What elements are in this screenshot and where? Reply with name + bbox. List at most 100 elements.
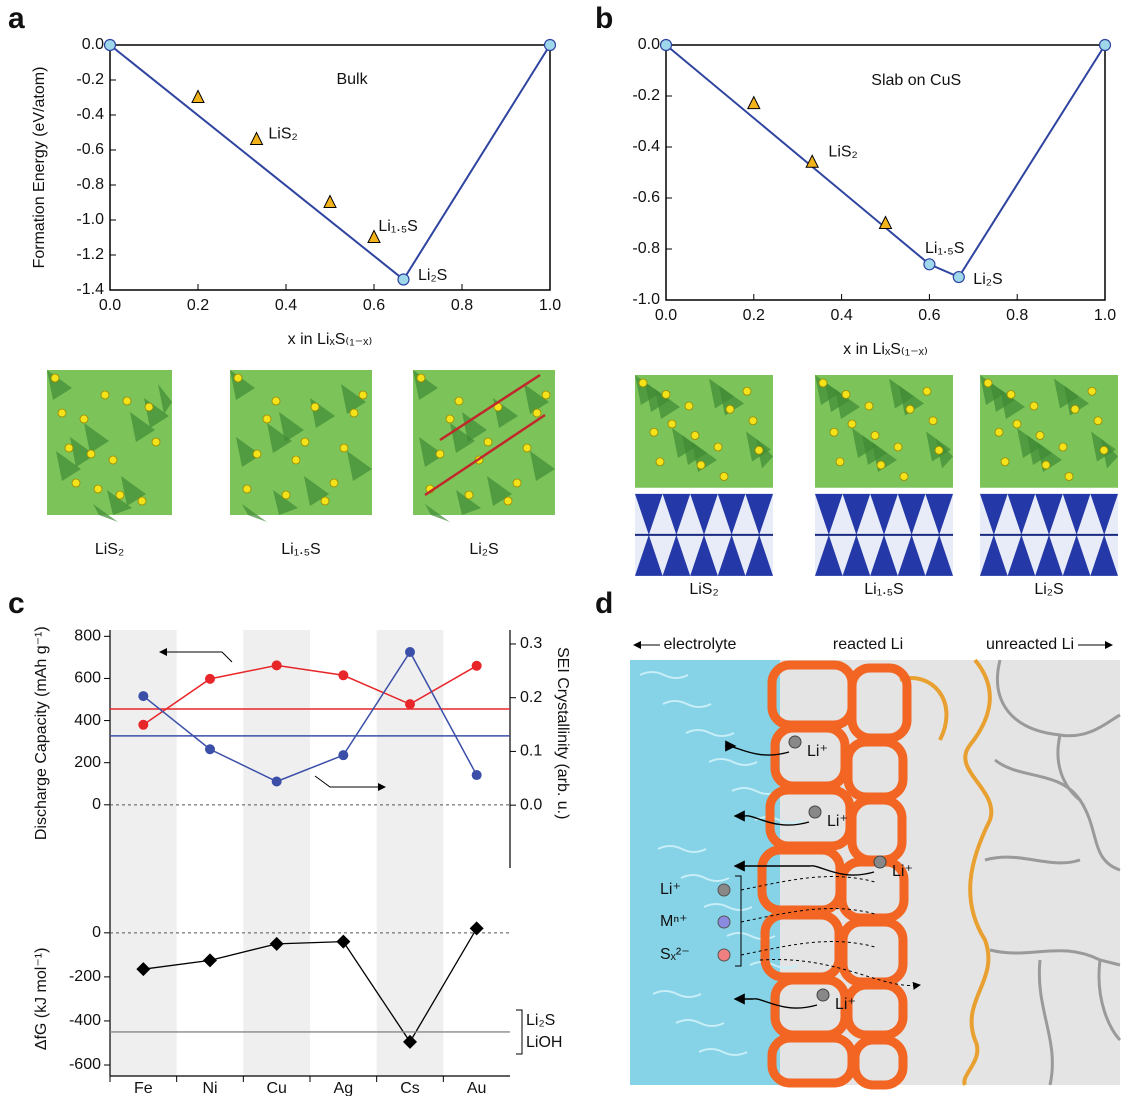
structure-atom <box>754 445 764 455</box>
x-tick-label: 0.6 <box>918 307 940 324</box>
structure-atom <box>905 404 915 414</box>
substrate-facet <box>842 534 871 576</box>
ion <box>788 735 802 749</box>
structure-facet <box>158 384 172 414</box>
x-axis-label: x in LiₓS₍₁₋ₓ₎ <box>843 341 928 358</box>
species-label: Sₓ²⁻ <box>660 946 690 963</box>
x-tick-label: 0.0 <box>99 297 121 314</box>
annotation-arrow <box>159 648 233 663</box>
substrate-facet <box>980 493 1008 535</box>
category-shade <box>110 630 177 1076</box>
header: unreacted Li <box>986 636 1074 653</box>
structure-atom <box>983 378 993 388</box>
panel-label: b <box>595 2 613 35</box>
structure-atom <box>233 373 243 383</box>
y-tick-label: -1.4 <box>76 281 104 298</box>
x-tick-label: 0.4 <box>830 307 852 324</box>
substrate-facet <box>745 493 773 535</box>
water-ripple <box>680 874 730 882</box>
structure-atom <box>115 490 125 500</box>
structure-facet <box>236 437 261 467</box>
grain-boundary <box>984 855 1081 865</box>
structure-atom <box>329 478 339 488</box>
ion-label: Li⁺ <box>892 863 913 880</box>
substrate-facet <box>690 493 718 535</box>
reference-label: Li₂S <box>526 1012 555 1029</box>
structure-facet <box>524 384 549 414</box>
structure-atom <box>512 478 522 488</box>
substrate-facet <box>662 534 691 576</box>
structure-atom <box>667 419 677 429</box>
y2-tick-label: 0.3 <box>520 635 542 652</box>
species-ion <box>717 915 731 929</box>
substrate-facet <box>1035 493 1063 535</box>
structure-facet <box>899 385 924 416</box>
ion-label: Li⁺ <box>827 813 848 830</box>
substrate-facet <box>717 493 746 535</box>
structure-atom <box>1093 416 1103 426</box>
series-line <box>142 664 478 726</box>
y-tick-label: -1.0 <box>632 291 660 308</box>
structure-atom <box>719 472 729 481</box>
substrate-facet <box>925 534 953 576</box>
water-ripple <box>657 845 707 853</box>
water-ripple <box>698 1048 748 1056</box>
y-axis-label: ΔfG (kJ mol⁻¹) <box>33 948 50 1051</box>
structure-caption: LiS₂ <box>689 581 718 598</box>
substrate-facet <box>870 493 898 535</box>
triangle-marker <box>367 229 381 243</box>
structure-facet <box>121 476 146 506</box>
substrate-facet <box>1090 534 1118 576</box>
water-ripple <box>749 961 799 969</box>
structure-atom <box>445 414 455 424</box>
structure-atom <box>50 373 60 383</box>
annotation: Li₂S <box>973 271 1002 288</box>
y-tick-label: -0.4 <box>76 106 104 123</box>
x-tick-label: 0.2 <box>743 307 765 324</box>
structure-facet <box>107 490 132 515</box>
structure-atom <box>876 460 886 470</box>
hull-point <box>543 38 557 52</box>
structure-atom <box>281 490 291 500</box>
y-tick-label: -0.6 <box>632 189 660 206</box>
structure-atom <box>271 396 281 406</box>
x-tick-label: Ag <box>334 1080 354 1096</box>
structure-facet <box>530 451 555 481</box>
y-tick-label: -0.8 <box>76 176 104 193</box>
structure-facet <box>462 412 487 442</box>
species-ion <box>717 948 731 962</box>
triangle-marker <box>805 154 819 168</box>
structure-atom <box>713 442 723 452</box>
reacted-cell <box>843 980 908 1040</box>
x-tick-label: Ni <box>202 1080 217 1096</box>
structure-atom <box>818 378 828 388</box>
hull-point <box>1098 38 1112 52</box>
structure-atom <box>696 460 706 470</box>
diffusion-path <box>740 941 876 956</box>
structure-atom <box>358 390 368 400</box>
water-ripple <box>703 903 753 911</box>
point <box>138 691 149 702</box>
structure-atom <box>864 401 874 411</box>
structure-atom <box>1058 442 1068 452</box>
species-ion <box>717 883 731 897</box>
species-label: Li⁺ <box>660 881 681 898</box>
ion-path <box>733 810 810 826</box>
diamond-marker <box>469 921 484 936</box>
reacted-cell <box>850 1035 908 1090</box>
structure-atom <box>748 416 758 426</box>
point <box>405 699 415 710</box>
point <box>271 660 282 671</box>
structure-caption: Li₂S <box>469 541 498 558</box>
y-tick-label: -1.2 <box>76 246 104 263</box>
reference-label: LiOH <box>526 1034 562 1051</box>
y2-tick-label: 0.1 <box>520 743 542 760</box>
x-tick-label: 0.8 <box>451 297 473 314</box>
substrate-facet <box>1007 534 1036 576</box>
x-tick-label: 0.8 <box>1006 307 1028 324</box>
y-tick-label: 0.0 <box>82 36 104 53</box>
hull-point <box>397 273 410 286</box>
diffusion-path <box>740 908 876 923</box>
structure-atom <box>649 427 659 437</box>
